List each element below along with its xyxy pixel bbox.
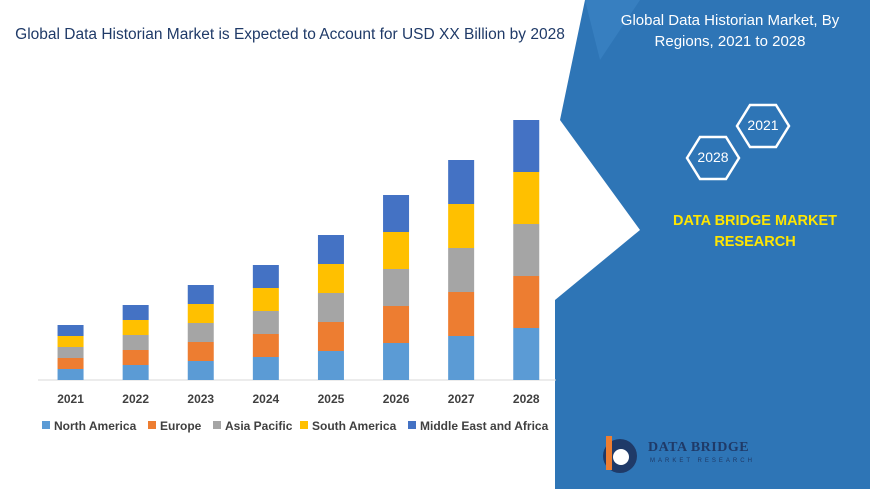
bar-segment-2024-south-america [252, 288, 279, 311]
brand-name: DATA BRIDGE MARKET RESEARCH [672, 213, 838, 250]
bar-segment-2028-north-america [513, 328, 540, 380]
logo-subtext: MARKET RESEARCH [650, 458, 755, 464]
legend-label-north-america: North America [54, 419, 137, 433]
x-tick-label: 2024 [252, 392, 279, 406]
bar-segment-2025-north-america [317, 351, 344, 380]
panel-accent [585, 0, 640, 60]
bar-segment-2023-south-america [187, 304, 214, 323]
legend-swatch-north-america [42, 421, 50, 429]
bar-segment-2028-europe [513, 276, 540, 328]
logo-text: DATA BRIDGE [648, 440, 750, 455]
bar-segment-2021-north-america [57, 369, 84, 380]
hexagon-2028-icon [685, 135, 741, 181]
bar-segment-2024-middle-east-and-africa [252, 265, 279, 288]
hexagon-label-2028: 2028 [697, 149, 729, 165]
bar-segment-2026-europe [383, 306, 410, 343]
x-tick-labels: 2021 2022 2023 2024 2025 2026 2027 2028 [57, 392, 540, 406]
legend-swatch-middle-east-and-africa [408, 421, 416, 429]
bar-segment-2023-europe [187, 342, 214, 361]
bar-segment-2027-south-america [448, 204, 475, 248]
logo-inner [613, 449, 629, 465]
bar-segment-2025-europe [317, 322, 344, 351]
x-tick-label: 2021 [57, 392, 84, 406]
bar-segment-2026-north-america [383, 343, 410, 380]
legend-label-south-america: South America [312, 419, 397, 433]
bar-segment-2023-middle-east-and-africa [187, 285, 214, 304]
chart-title: Global Data Historian Market is Expected… [15, 26, 565, 43]
bar-segment-2024-asia-pacific [252, 311, 279, 334]
bar-segment-2027-europe [448, 292, 475, 336]
bar-segment-2021-middle-east-and-africa [57, 325, 84, 336]
legend-swatch-europe [148, 421, 156, 429]
bar-segment-2028-middle-east-and-africa [513, 120, 540, 172]
legend-label-europe: Europe [160, 419, 202, 433]
bar-segment-2028-south-america [513, 172, 540, 224]
side-panel-title: Global Data Historian Market, By Regions… [620, 12, 840, 50]
bar-segment-2022-south-america [122, 320, 149, 335]
x-tick-label: 2026 [383, 392, 410, 406]
bar-segment-2027-asia-pacific [448, 248, 475, 292]
bar-segment-2023-asia-pacific [187, 323, 214, 342]
legend-swatch-asia-pacific [213, 421, 221, 429]
bar-segment-2026-south-america [383, 232, 410, 269]
bar-segment-2025-middle-east-and-africa [317, 235, 344, 264]
bar-segment-2028-asia-pacific [513, 224, 540, 276]
hexagon-label-2021: 2021 [747, 117, 779, 133]
bars-group [57, 120, 540, 380]
bar-segment-2025-asia-pacific [317, 293, 344, 322]
bar-segment-2025-south-america [317, 264, 344, 293]
bar-segment-2024-europe [252, 334, 279, 357]
bar-segment-2026-middle-east-and-africa [383, 195, 410, 232]
bar-segment-2022-middle-east-and-africa [122, 305, 149, 320]
bar-segment-2024-north-america [252, 357, 279, 380]
x-tick-label: 2027 [448, 392, 475, 406]
x-tick-label: 2025 [318, 392, 345, 406]
bar-segment-2021-south-america [57, 336, 84, 347]
legend-swatch-south-america [300, 421, 308, 429]
bar-segment-2026-asia-pacific [383, 269, 410, 306]
bar-segment-2021-asia-pacific [57, 347, 84, 358]
bar-segment-2023-north-america [187, 361, 214, 380]
bar-segment-2027-north-america [448, 336, 475, 380]
x-tick-label: 2022 [122, 392, 149, 406]
bar-segment-2027-middle-east-and-africa [448, 160, 475, 204]
bar-segment-2022-asia-pacific [122, 335, 149, 350]
blue-panel-shape [555, 0, 870, 489]
bar-segment-2022-north-america [122, 365, 149, 380]
x-tick-label: 2028 [513, 392, 540, 406]
logo-bar [606, 436, 612, 470]
legend-label-asia-pacific: Asia Pacific [225, 419, 293, 433]
legend-label-middle-east-and-africa: Middle East and Africa [420, 419, 549, 433]
bar-segment-2021-europe [57, 358, 84, 369]
legend: North America Europe Asia Pacific South Ame… [42, 419, 549, 433]
hexagon-2021-icon [735, 103, 791, 149]
x-tick-label: 2023 [187, 392, 214, 406]
bar-segment-2022-europe [122, 350, 149, 365]
